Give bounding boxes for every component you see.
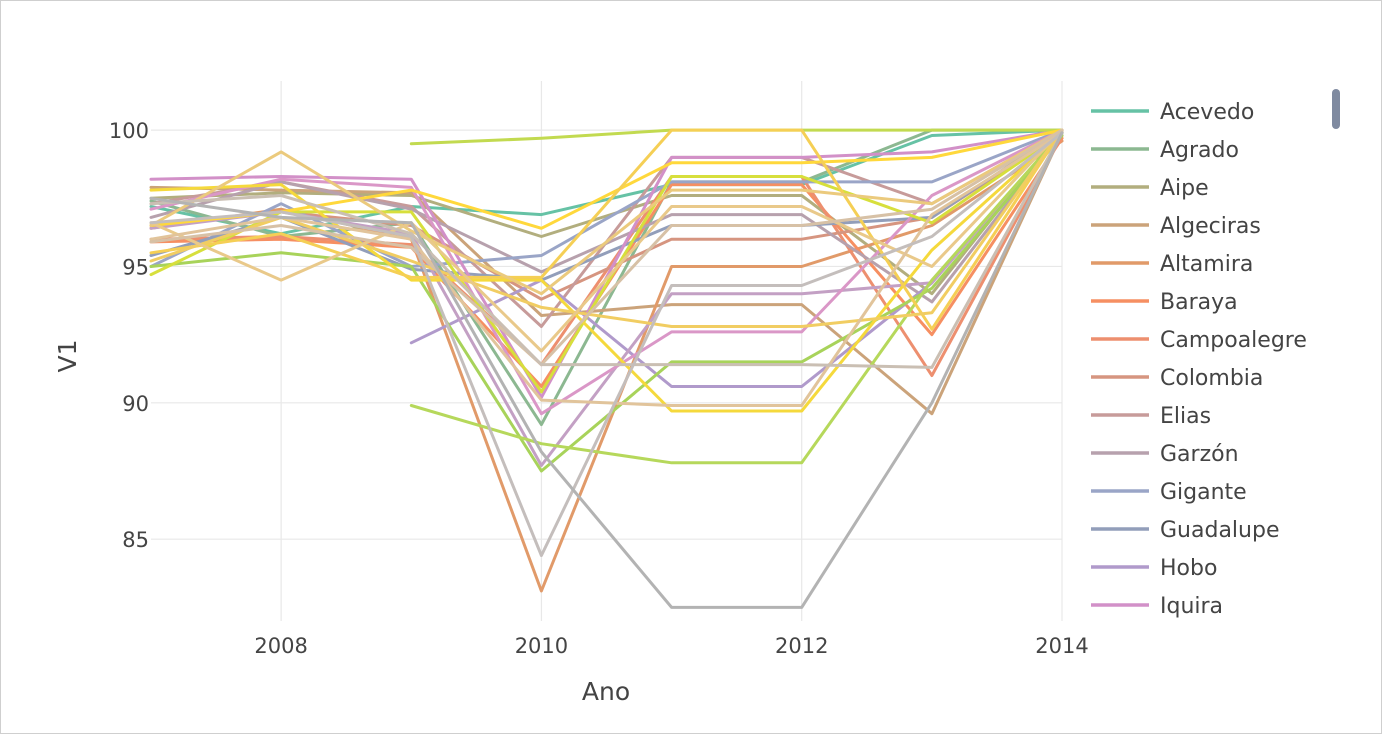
- series-line-oporapa[interactable]: [149, 131, 1064, 394]
- legend-item[interactable]: Baraya: [1091, 290, 1238, 315]
- legend-item[interactable]: Colombia: [1091, 366, 1263, 391]
- series-line-rivera[interactable]: [149, 128, 1064, 353]
- x-tick-label: 2008: [254, 634, 307, 658]
- legend-item[interactable]: Agrado: [1091, 138, 1239, 163]
- series-line-neiva[interactable]: [409, 128, 1064, 146]
- legend-label: Agrado: [1160, 138, 1239, 163]
- legend-item[interactable]: Campoalegre: [1091, 328, 1307, 353]
- y-axis-title: V1: [53, 339, 82, 372]
- series-line-pitalito[interactable]: [149, 128, 1064, 296]
- legend-label: Aipe: [1160, 176, 1209, 201]
- legend-label: Algeciras: [1160, 214, 1261, 239]
- legend-label: Baraya: [1160, 290, 1238, 315]
- legend[interactable]: Acevedo Agrado Aipe Algeciras Altamira Baraya…: [1091, 100, 1307, 619]
- legend-item[interactable]: Hobo: [1091, 556, 1217, 581]
- series-line-saladoblanco[interactable]: [149, 131, 1064, 407]
- legend-label: Altamira: [1160, 252, 1253, 277]
- series-line-santa-mar-a[interactable]: [149, 131, 1064, 369]
- legend-item[interactable]: Altamira: [1091, 252, 1253, 277]
- legend-label: Acevedo: [1160, 100, 1254, 125]
- legend-item[interactable]: Guadalupe: [1091, 518, 1279, 543]
- legend-label: Colombia: [1160, 366, 1263, 391]
- legend-item[interactable]: Algeciras: [1091, 214, 1261, 239]
- legend-scrollbar[interactable]: [1332, 89, 1340, 129]
- legend-item[interactable]: Aipe: [1091, 176, 1209, 201]
- series-line-tarqui[interactable]: [149, 131, 1064, 609]
- y-tick-label: 100: [109, 119, 149, 143]
- series-line-suaza[interactable]: [149, 131, 1064, 557]
- legend-label: Garzón: [1160, 442, 1239, 467]
- series-line-pital[interactable]: [149, 128, 1064, 328]
- legend-item[interactable]: Garzón: [1091, 442, 1239, 467]
- legend-label: Hobo: [1160, 556, 1217, 581]
- series-line-algeciras[interactable]: [149, 131, 1064, 416]
- y-tick-label: 90: [122, 392, 149, 416]
- legend-label: Campoalegre: [1160, 328, 1307, 353]
- legend-item[interactable]: Elias: [1091, 404, 1211, 429]
- legend-label: Iquira: [1160, 594, 1223, 619]
- x-tick-label: 2010: [515, 634, 568, 658]
- series-line-la-plata[interactable]: [149, 134, 1064, 473]
- legend-item[interactable]: Iquira: [1091, 594, 1223, 619]
- legend-item[interactable]: Gigante: [1091, 480, 1247, 505]
- series-line-san-agust-n[interactable]: [149, 128, 1064, 367]
- tick-labels: 2008 2010 2012 2014 85 90 95 100: [109, 119, 1089, 658]
- series-line-n-taga[interactable]: [409, 131, 1064, 465]
- x-tick-label: 2014: [1035, 634, 1088, 658]
- series-lines[interactable]: [149, 128, 1064, 609]
- series-line-campoalegre[interactable]: [149, 134, 1064, 377]
- series-line-la-argentina[interactable]: [149, 128, 1064, 416]
- legend-label: Elias: [1160, 404, 1211, 429]
- legend-item[interactable]: Acevedo: [1091, 100, 1254, 125]
- legend-label: Gigante: [1160, 480, 1247, 505]
- series-line-palermo[interactable]: [149, 128, 1064, 230]
- grid-layer: [151, 81, 1063, 621]
- y-tick-label: 95: [122, 255, 149, 279]
- series-line-agrado[interactable]: [149, 128, 1064, 427]
- y-tick-label: 85: [122, 528, 149, 552]
- series-line-palestina[interactable]: [149, 128, 1064, 331]
- legend-label: Guadalupe: [1160, 518, 1279, 543]
- x-tick-label: 2012: [775, 634, 828, 658]
- x-axis-title: Ano: [582, 677, 630, 706]
